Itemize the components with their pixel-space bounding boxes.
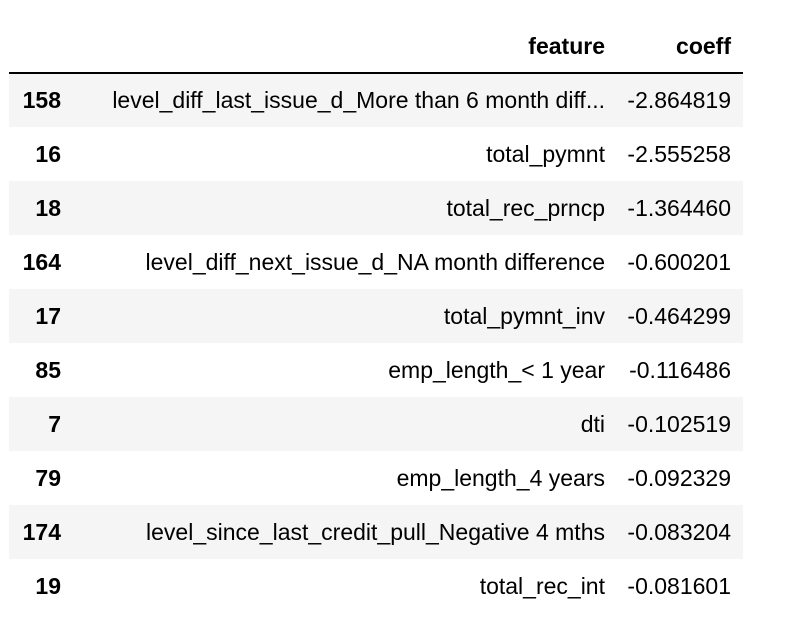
row-index: 174: [22, 518, 61, 545]
cell-coeff: -1.364460: [627, 194, 731, 221]
table-body: 158 level_diff_last_issue_d_More than 6 …: [9, 73, 743, 613]
cell-coeff: -2.555258: [627, 140, 731, 167]
cell-coeff: -0.083204: [627, 518, 731, 545]
row-index: 16: [35, 140, 61, 167]
cell-coeff: -0.102519: [627, 410, 731, 437]
cell-feature: level_since_last_credit_pull_Negative 4 …: [146, 518, 605, 545]
cell-coeff: -2.864819: [627, 87, 731, 113]
table-row: 174 level_since_last_credit_pull_Negativ…: [9, 505, 743, 559]
table-row: 17 total_pymnt_inv -0.464299: [9, 289, 743, 343]
row-index: 85: [35, 356, 61, 383]
dataframe-table: feature coeff 158 level_diff_last_issue_…: [9, 20, 743, 613]
row-index: 17: [35, 302, 61, 329]
row-index: 79: [35, 464, 61, 491]
cell-feature: total_rec_int: [479, 572, 605, 599]
table-row: 18 total_rec_prncp -1.364460: [9, 181, 743, 235]
row-index: 158: [22, 87, 61, 113]
table-row: 19 total_rec_int -0.081601: [9, 559, 743, 613]
table-row: 85 emp_length_< 1 year -0.116486: [9, 343, 743, 397]
cell-feature: total_rec_prncp: [446, 194, 605, 221]
cell-feature: emp_length_< 1 year: [388, 356, 605, 383]
header-coeff: coeff: [617, 20, 743, 74]
cell-coeff: -0.116486: [629, 356, 731, 383]
table-row: 7 dti -0.102519: [9, 397, 743, 451]
cell-feature: level_diff_next_issue_d_NA month differe…: [145, 248, 605, 275]
cell-coeff: -0.600201: [627, 248, 731, 275]
cell-feature: level_diff_last_issue_d_More than 6 mont…: [112, 87, 605, 113]
cell-feature: total_pymnt_inv: [443, 302, 605, 329]
cell-feature: emp_length_4 years: [396, 464, 605, 491]
header-feature: feature: [61, 20, 617, 74]
dataframe-output: feature coeff 158 level_diff_last_issue_…: [9, 20, 743, 613]
table-row: 158 level_diff_last_issue_d_More than 6 …: [9, 73, 743, 127]
header-index: [9, 20, 61, 74]
cell-feature: total_pymnt: [486, 140, 605, 167]
table-row: 79 emp_length_4 years -0.092329: [9, 451, 743, 505]
row-index: 7: [48, 410, 61, 437]
row-index: 19: [35, 572, 61, 599]
row-index: 164: [22, 248, 61, 275]
table-header: feature coeff: [9, 20, 743, 74]
cell-coeff: -0.464299: [627, 302, 731, 329]
cell-feature: dti: [580, 410, 605, 437]
cell-coeff: -0.092329: [627, 464, 731, 491]
table-row: 164 level_diff_next_issue_d_NA month dif…: [9, 235, 743, 289]
header-row: feature coeff: [9, 20, 743, 74]
cell-coeff: -0.081601: [627, 572, 731, 599]
table-row: 16 total_pymnt -2.555258: [9, 127, 743, 181]
row-index: 18: [35, 194, 61, 221]
